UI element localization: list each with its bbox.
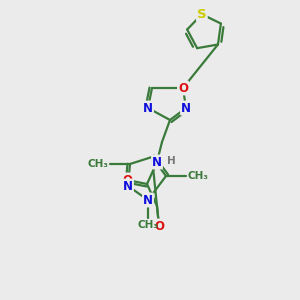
Text: CH₃: CH₃: [137, 220, 158, 230]
Text: N: N: [143, 194, 153, 206]
Text: O: O: [154, 220, 164, 232]
Text: CH₃: CH₃: [188, 171, 209, 181]
Text: H: H: [167, 156, 176, 166]
Text: N: N: [181, 101, 191, 115]
Text: O: O: [178, 82, 188, 94]
Text: N: N: [143, 101, 153, 115]
Text: CH₃: CH₃: [87, 159, 108, 169]
Text: O: O: [122, 173, 132, 187]
Text: S: S: [197, 8, 207, 21]
Text: N: N: [123, 179, 133, 193]
Text: N: N: [152, 155, 162, 169]
